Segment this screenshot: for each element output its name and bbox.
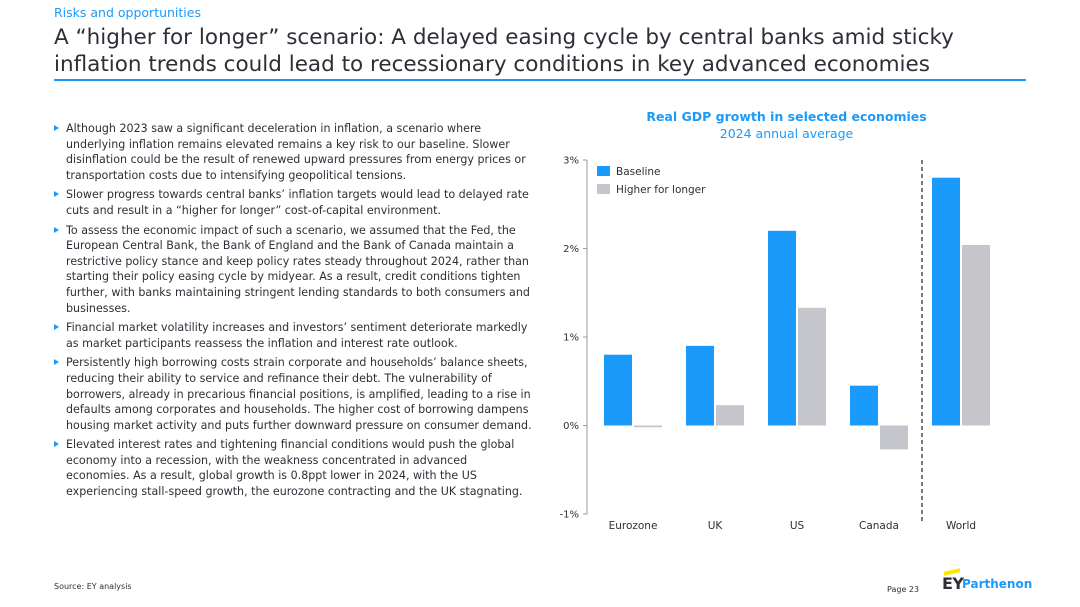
- bullet-item: Although 2023 saw a significant decelera…: [54, 121, 532, 183]
- bullet-item: Financial market volatility increases an…: [54, 320, 532, 351]
- ey-parthenon-logo: EY Parthenon: [942, 568, 1032, 598]
- section-label: Risks and opportunities: [54, 5, 201, 20]
- bullet-arrow-icon: [54, 226, 59, 233]
- bar-higher-for-longer-canada: [880, 425, 908, 450]
- y-tick-label: -1%: [560, 510, 579, 521]
- chart-title: Real GDP growth in selected economies: [646, 109, 927, 124]
- x-tick-label: Eurozone: [609, 520, 658, 532]
- gdp-bar-chart: -1% 0% 1% 2% 3% Eurozone UK US Canada World Baseli…: [560, 156, 990, 532]
- y-tick-label: 1%: [563, 333, 579, 344]
- bullet-arrow-icon: [54, 441, 59, 448]
- bar-baseline-us: [768, 230, 796, 426]
- bullet-arrow-icon: [54, 125, 59, 131]
- bullet-text: Persistently high borrowing costs strain…: [66, 356, 532, 432]
- bullet-arrow-icon: [54, 324, 59, 331]
- y-tick-label: 0%: [563, 421, 579, 432]
- x-tick-label: Canada: [859, 520, 899, 532]
- bullet-text: Although 2023 saw a significant decelera…: [66, 122, 526, 182]
- legend-swatch: [597, 184, 610, 194]
- bar-baseline-canada: [850, 385, 878, 426]
- bullet-list: Although 2023 saw a significant decelera…: [54, 121, 532, 504]
- title-divider: [54, 79, 1026, 81]
- source-note: Source: EY analysis: [54, 582, 132, 591]
- y-tick-label: 3%: [563, 156, 579, 167]
- bullet-text: Slower progress towards central banks’ i…: [66, 188, 529, 217]
- page-title: A “higher for longer” scenario: A delaye…: [54, 25, 954, 77]
- bar-higher-for-longer-world: [962, 244, 990, 426]
- x-tick-label: UK: [708, 520, 724, 532]
- legend-label: Baseline: [616, 166, 661, 178]
- bullet-arrow-icon: [54, 191, 59, 198]
- bullet-item: To assess the economic impact of such a …: [54, 223, 532, 317]
- bar-baseline-uk: [686, 345, 714, 426]
- bar-higher-for-longer-eurozone: [634, 425, 662, 428]
- logo-ey-text: EY: [942, 574, 964, 593]
- chart-subtitle: 2024 annual average: [719, 126, 854, 141]
- bullet-arrow-icon: [54, 359, 59, 366]
- legend-label: Higher for longer: [616, 184, 706, 196]
- bar-baseline-eurozone: [604, 354, 632, 426]
- x-tick-label: US: [790, 520, 805, 532]
- bar-baseline-world: [932, 177, 960, 426]
- bullet-text: Financial market volatility increases an…: [66, 321, 528, 350]
- page-number: Page 23: [887, 585, 920, 594]
- bullet-text: Elevated interest rates and tightening f…: [66, 438, 523, 499]
- bar-higher-for-longer-us: [798, 307, 826, 426]
- bullet-item: Persistently high borrowing costs strain…: [54, 355, 532, 433]
- bullet-item: Slower progress towards central banks’ i…: [54, 187, 532, 218]
- bullet-text: To assess the economic impact of such a …: [66, 223, 530, 315]
- bullet-item: Elevated interest rates and tightening f…: [54, 437, 532, 499]
- bar-higher-for-longer-uk: [716, 405, 744, 426]
- y-tick-label: 2%: [563, 244, 579, 255]
- logo-brand-text: Parthenon: [962, 577, 1033, 591]
- x-tick-label: World: [946, 520, 976, 532]
- legend-swatch: [597, 166, 610, 176]
